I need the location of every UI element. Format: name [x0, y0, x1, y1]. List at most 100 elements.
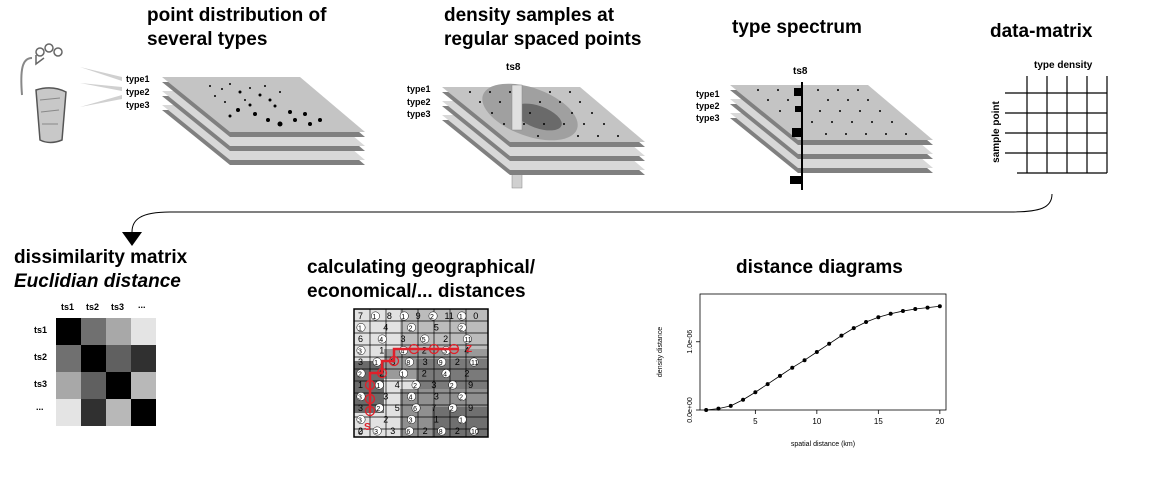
grid-node: [356, 415, 366, 424]
grid-number: 3: [409, 418, 413, 425]
grid-number: 11: [471, 360, 478, 367]
data-point: [827, 341, 832, 346]
data-point: [728, 403, 733, 408]
step3-layer-label-1: type1: [696, 89, 720, 99]
dissim-cell: [106, 318, 131, 345]
grid-node: [457, 415, 467, 424]
dissim-cell: [56, 399, 81, 426]
grid-number: 2: [422, 369, 427, 379]
dissim-cell: [131, 399, 156, 426]
grid-number: 3: [423, 357, 428, 367]
data-point: [888, 311, 893, 316]
grid-number: 2: [430, 314, 434, 321]
grid-number: 5: [422, 337, 426, 344]
grid-node: [374, 403, 384, 413]
step3-layer-label-3: type3: [696, 113, 720, 123]
data-point: [716, 406, 721, 411]
grid-node: [356, 392, 366, 401]
data-point: [802, 358, 807, 363]
grid-node: [356, 323, 366, 332]
grid-number: 3: [434, 392, 439, 402]
dissimilarity-matrix: [56, 318, 156, 426]
grid-node: [372, 426, 382, 436]
data-point: [839, 333, 844, 338]
grid-number: 8: [439, 429, 443, 436]
grid-number: 2: [459, 395, 463, 402]
grid-number: 3: [358, 395, 362, 402]
dissim-row-label-3: ts3: [34, 379, 48, 389]
grid-number: 2: [423, 426, 428, 436]
grid-number: 2: [409, 326, 413, 333]
x-tick-label: 15: [874, 417, 883, 426]
grid-number: 2: [450, 406, 454, 413]
grid-node: [428, 311, 438, 321]
grid-node: [469, 357, 479, 367]
step2-title: density samples at regular spaced points: [444, 5, 642, 50]
flow-arrow: [122, 193, 1053, 246]
data-point: [753, 390, 758, 395]
step3-layer-stack: [730, 82, 933, 190]
grid-node: [441, 369, 451, 378]
dissim-cell: [81, 399, 106, 426]
grid-number: 4: [379, 337, 383, 344]
grid-number: 8: [406, 360, 410, 367]
grid-node: [411, 380, 421, 390]
dissim-cell: [131, 345, 156, 372]
grid-number: 3: [443, 349, 447, 356]
dissim-col-label-2: ts2: [86, 302, 100, 312]
dissim-col-label-3: ts3: [111, 302, 125, 312]
dissim-row-label-1: ts1: [34, 325, 48, 335]
step3-title: type spectrum: [732, 17, 862, 38]
data-point: [790, 365, 795, 370]
route-start-label: S: [364, 422, 371, 433]
data-point: [876, 315, 881, 320]
data-matrix-col-header: type density: [1034, 60, 1093, 71]
grid-node: [457, 392, 467, 401]
grid-node: [448, 403, 458, 413]
dissim-cell: [81, 345, 106, 372]
x-tick-label: 10: [812, 417, 821, 426]
grid-number: 6: [406, 429, 410, 436]
grid-number: 3: [390, 426, 395, 436]
step6-title: calculating geographical/ economical/...…: [307, 257, 536, 302]
dissim-row-label-4: ...: [36, 402, 44, 412]
grid-node: [407, 392, 417, 401]
grid-number: 2: [358, 372, 362, 379]
y-axis-label: density distance: [657, 327, 664, 377]
grid-number: 10: [471, 429, 479, 436]
grid-origin-label: 0: [358, 427, 363, 437]
grid-node: [404, 357, 414, 367]
grid-number: 2: [450, 383, 454, 390]
grid-number: 1: [379, 346, 384, 356]
grid-number: 4: [383, 323, 388, 333]
grid-node: [407, 415, 417, 424]
grid-number: 9: [468, 403, 473, 413]
grid-number: 1: [376, 383, 380, 390]
grid-node: [370, 311, 380, 321]
grid-number: 1: [459, 314, 463, 321]
step5-title: dissimilarity matrix Euclidian distance: [14, 247, 188, 292]
dissim-row-label-2: ts2: [34, 352, 48, 362]
step1-layer-label-2: type2: [126, 87, 150, 97]
grid-number: 6: [413, 406, 417, 413]
grid-number: 2: [358, 426, 363, 436]
y-tick-label: 1.0e-06: [687, 330, 694, 354]
grid-node: [404, 426, 414, 436]
dissim-cell: [106, 399, 131, 426]
dissim-cell: [131, 318, 156, 345]
grid-number: 1: [459, 418, 463, 425]
chart-frame: [699, 293, 947, 411]
grid-node: [469, 426, 479, 436]
grid-number: 6: [358, 334, 363, 344]
grid-node: [462, 334, 472, 344]
distance-diagram-chart: 5 10 15 20 0.0e+00 1.0e-06 spatial distance (k…: [657, 293, 947, 448]
grid-number: 4: [464, 346, 469, 356]
grid-node: [356, 369, 366, 378]
grid-number: 3: [358, 403, 363, 413]
grid-number: 2: [422, 346, 427, 356]
grid-node: [399, 311, 409, 321]
grid-number: 3: [358, 418, 362, 425]
dissim-cell: [56, 318, 81, 345]
grid-number: 9: [468, 380, 473, 390]
grid-number: 1: [358, 326, 362, 333]
